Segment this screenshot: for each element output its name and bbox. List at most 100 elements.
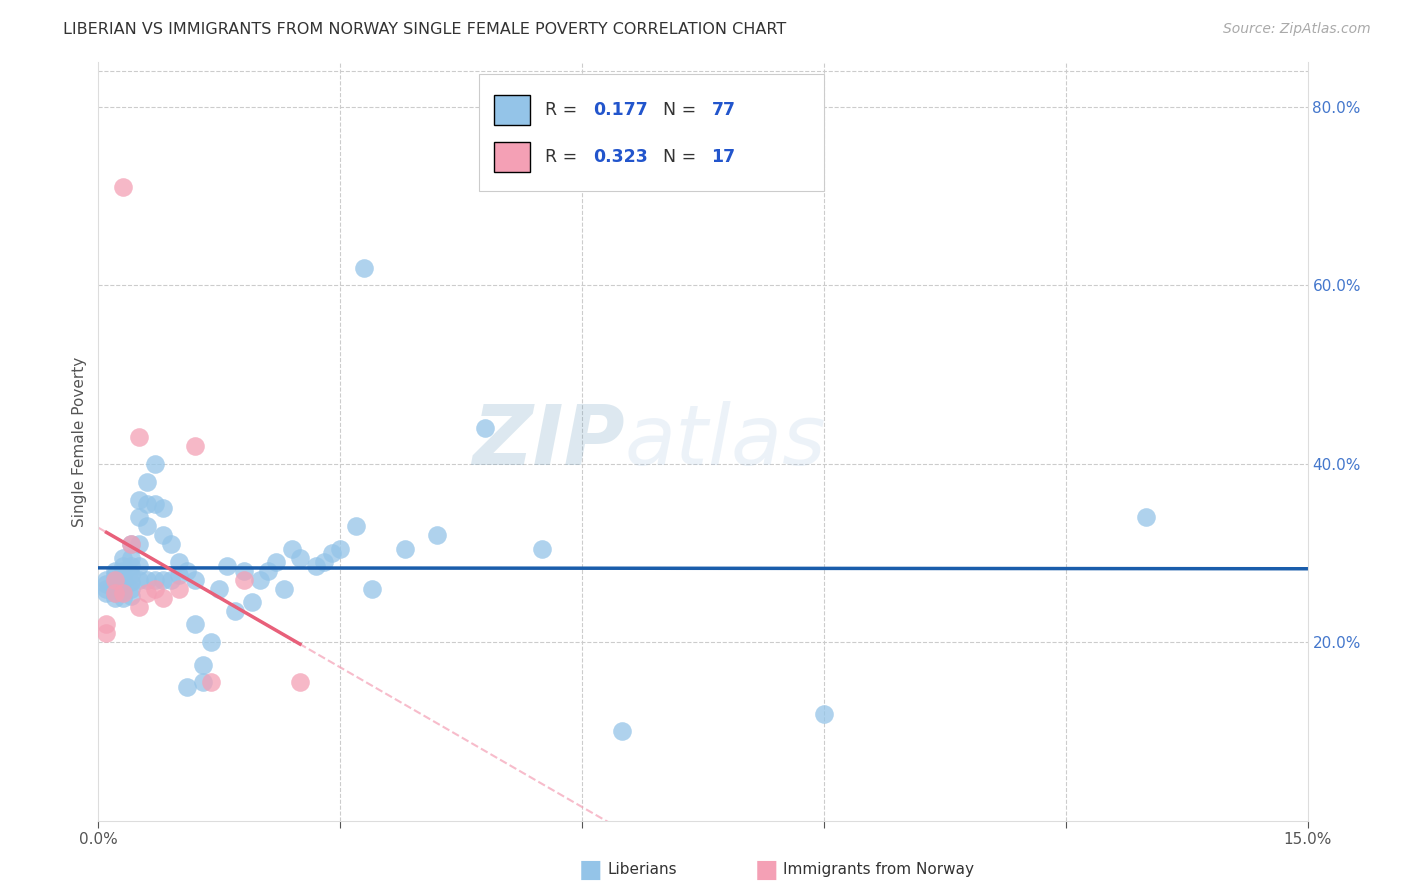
Text: R =: R = (544, 101, 582, 120)
Point (160, 573, 183, 587)
Point (120, 568, 142, 582)
Point (232, 564, 254, 578)
Point (103, 573, 125, 587)
Point (128, 537, 150, 551)
Point (813, 706, 835, 721)
Point (103, 577, 125, 591)
Text: atlas: atlas (624, 401, 827, 482)
Point (217, 559, 239, 574)
FancyBboxPatch shape (494, 95, 530, 126)
Point (200, 635, 222, 649)
Text: 17: 17 (711, 148, 735, 166)
Point (143, 582, 166, 596)
Point (111, 573, 134, 587)
Point (152, 573, 174, 587)
Point (120, 537, 142, 551)
Point (184, 573, 207, 587)
Text: 77: 77 (711, 101, 735, 120)
Point (305, 559, 328, 574)
Point (135, 475, 157, 489)
Point (103, 573, 125, 587)
Point (111, 591, 134, 605)
Point (612, 724, 634, 739)
Point (232, 573, 254, 587)
Point (120, 589, 142, 603)
Point (120, 550, 142, 565)
Text: R =: R = (544, 148, 582, 166)
Text: Liberians: Liberians (607, 863, 678, 877)
Point (96, 582, 118, 596)
Point (135, 519, 157, 533)
Point (200, 675, 222, 690)
Point (103, 586, 125, 600)
Point (103, 591, 125, 605)
Point (176, 680, 198, 694)
Point (111, 577, 134, 591)
Point (224, 604, 246, 618)
Point (167, 555, 190, 569)
Point (160, 537, 183, 551)
Point (240, 595, 263, 609)
Point (167, 582, 190, 596)
Point (288, 675, 311, 690)
Point (120, 559, 142, 574)
Text: Source: ZipAtlas.com: Source: ZipAtlas.com (1223, 22, 1371, 37)
Point (361, 582, 384, 596)
Point (530, 541, 553, 556)
Text: ZIP: ZIP (472, 401, 624, 482)
Point (321, 546, 343, 560)
Point (193, 675, 215, 690)
Text: N =: N = (664, 101, 702, 120)
Text: ■: ■ (755, 858, 778, 881)
Point (135, 586, 157, 600)
Text: 0.177: 0.177 (593, 101, 648, 120)
Text: N =: N = (664, 148, 702, 166)
Point (128, 430, 150, 444)
Y-axis label: Single Female Poverty: Single Female Poverty (72, 357, 87, 526)
Point (273, 582, 295, 596)
Point (96, 617, 118, 632)
Point (103, 586, 125, 600)
FancyBboxPatch shape (494, 142, 530, 172)
Point (176, 564, 198, 578)
Point (111, 550, 134, 565)
Point (120, 537, 142, 551)
Point (128, 510, 150, 524)
Text: 0.323: 0.323 (593, 148, 648, 166)
Point (426, 528, 449, 542)
Point (281, 541, 304, 556)
Point (329, 541, 352, 556)
Point (128, 573, 150, 587)
Point (143, 573, 166, 587)
Point (152, 528, 174, 542)
Point (103, 582, 125, 596)
Point (143, 457, 166, 471)
Point (96, 626, 118, 640)
Text: LIBERIAN VS IMMIGRANTS FROM NORWAY SINGLE FEMALE POVERTY CORRELATION CHART: LIBERIAN VS IMMIGRANTS FROM NORWAY SINGL… (63, 22, 786, 37)
Point (96, 573, 118, 587)
Point (184, 617, 207, 632)
Point (353, 260, 375, 275)
Point (128, 599, 150, 614)
Point (208, 582, 231, 596)
Point (128, 559, 150, 574)
Point (120, 574, 142, 589)
Point (111, 559, 134, 574)
Point (103, 568, 125, 582)
Point (96, 586, 118, 600)
Point (111, 583, 134, 598)
Point (111, 568, 134, 582)
Point (120, 582, 142, 596)
Point (249, 573, 271, 587)
Point (314, 555, 336, 569)
Point (135, 573, 157, 587)
Point (1135, 510, 1157, 524)
Point (184, 439, 207, 453)
Point (193, 657, 215, 672)
Point (103, 564, 125, 578)
Point (128, 492, 150, 507)
Point (288, 550, 311, 565)
Point (96, 577, 118, 591)
Point (264, 555, 287, 569)
Point (152, 591, 174, 605)
